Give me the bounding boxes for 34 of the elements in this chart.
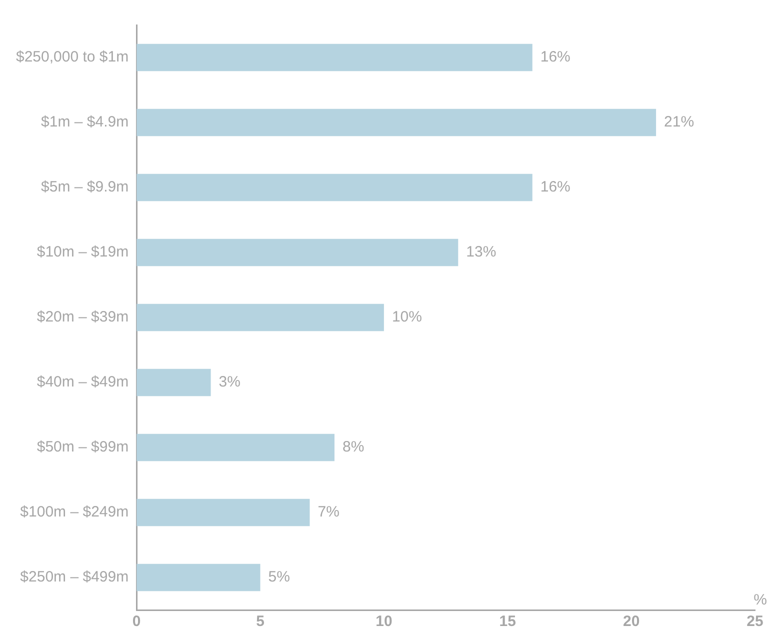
bar <box>136 434 334 462</box>
y-tick-label: $250,000 to $1m <box>16 48 129 66</box>
data-label: 21% <box>664 114 694 131</box>
x-tick-label: 5 <box>256 613 264 630</box>
data-label: 8% <box>342 438 364 456</box>
data-label: 7% <box>318 504 340 521</box>
data-label: 13% <box>466 244 496 261</box>
x-tick-label: 0 <box>132 613 141 630</box>
y-tick-label: $1m – $4.9m <box>41 114 129 131</box>
x-axis-title: % <box>754 592 767 609</box>
y-tick-label: $5m – $9.9m <box>41 178 129 196</box>
data-label: 3% <box>218 374 240 391</box>
data-label: 16% <box>540 48 570 66</box>
bar <box>136 108 656 136</box>
y-tick-label: $250m – $499m <box>20 568 129 586</box>
data-label: 10% <box>392 308 422 326</box>
bar <box>136 498 310 526</box>
x-tick-label: 20 <box>622 613 640 630</box>
y-tick-label: $100m – $249m <box>20 504 129 521</box>
y-tick-label: $10m – $19m <box>36 244 129 261</box>
y-tick-label: $50m – $99m <box>36 438 129 456</box>
data-label: 16% <box>540 178 570 196</box>
bar <box>136 44 532 72</box>
x-tick-label: 15 <box>499 613 516 630</box>
y-tick-label: $40m – $49m <box>36 374 129 391</box>
y-tick-label: $20m – $39m <box>36 308 129 326</box>
bar <box>136 174 532 202</box>
x-tick-label: 25 <box>746 613 764 630</box>
data-label: 5% <box>268 568 290 586</box>
bar <box>136 238 458 266</box>
bar <box>136 564 260 592</box>
bar <box>136 368 211 396</box>
x-tick-label: 10 <box>376 613 392 630</box>
bar <box>136 304 384 332</box>
